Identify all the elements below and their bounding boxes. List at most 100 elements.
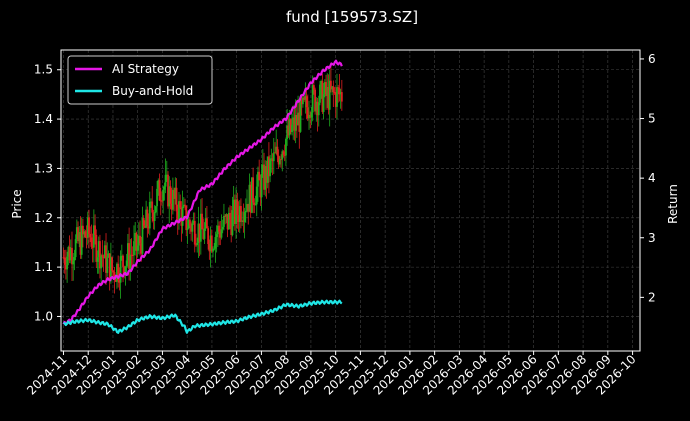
candle-body (131, 254, 134, 256)
candle-body (327, 86, 330, 110)
y-left-tick-label: 1.4 (34, 112, 53, 126)
candle-body (236, 199, 239, 216)
candle-body (187, 219, 190, 229)
candle-body (212, 248, 214, 252)
candle-body (207, 228, 210, 245)
candle-body (216, 225, 219, 235)
candle-body (178, 201, 180, 221)
candle-body (148, 201, 151, 229)
candle-body (297, 112, 299, 126)
candle-body (124, 266, 127, 276)
candle-body (96, 257, 99, 262)
candle-body (114, 279, 117, 282)
candle-body (100, 255, 103, 269)
candle-body (225, 214, 228, 217)
candle-body (213, 248, 216, 250)
candle-body (129, 254, 132, 270)
candle-body (89, 233, 92, 238)
candle-body (306, 107, 309, 119)
candle-body (285, 138, 287, 156)
candle-body (221, 226, 224, 230)
candle-body (91, 246, 94, 248)
candle-body (235, 199, 237, 225)
candle-body (116, 263, 118, 282)
candle-body (258, 171, 261, 181)
candle-body (86, 217, 89, 238)
candle-body (319, 84, 321, 103)
candle-body (248, 184, 251, 212)
left-y-axis: 1.0 1.1 1.2 1.3 1.4 1.5 (34, 63, 61, 323)
candle-body (188, 219, 191, 226)
legend-box (67, 55, 213, 105)
candle-body (157, 180, 160, 189)
y-right-tick-label: 6 (648, 52, 656, 66)
candle-body (77, 227, 79, 242)
candle-body (202, 229, 205, 239)
candle-body (326, 86, 329, 96)
candle-body (298, 112, 301, 132)
candle-body (260, 173, 263, 198)
candle-body (269, 158, 272, 177)
candle-body (201, 213, 203, 230)
candle-body (75, 227, 78, 240)
candle-body (101, 255, 104, 257)
candle-body (227, 212, 230, 230)
candle-body (92, 225, 95, 248)
candle-body (292, 117, 295, 125)
candle-body (254, 204, 257, 206)
candle-body (71, 247, 73, 265)
candle-body (287, 125, 290, 136)
candle-body (322, 94, 325, 112)
candle-body (336, 87, 338, 107)
candle-body (223, 215, 225, 227)
candle-body (253, 202, 256, 205)
candle-body (226, 214, 229, 230)
candle-body (261, 164, 264, 174)
candle-body (215, 234, 218, 238)
candle-body (135, 232, 138, 251)
candle-body (99, 241, 101, 269)
candle-body (199, 213, 202, 242)
candle-body (286, 125, 289, 139)
candle-body (197, 223, 200, 243)
candle-body (169, 186, 172, 204)
candle-body (62, 257, 65, 259)
y-axis-label-right: Return (666, 184, 680, 224)
candle-body (231, 210, 234, 235)
candle-body (184, 204, 186, 206)
candle-body (255, 186, 258, 205)
candle-body (74, 239, 77, 258)
candle-body (94, 225, 96, 235)
candle-body (308, 115, 310, 119)
candle-body (332, 86, 335, 93)
candle-body (156, 188, 158, 207)
y-left-tick-label: 1.1 (34, 260, 53, 274)
candle-body (276, 146, 279, 156)
candle-body (175, 187, 178, 212)
candle-body (224, 215, 227, 217)
candle-body (264, 166, 267, 190)
candle-body (316, 101, 319, 116)
candle-body (309, 115, 312, 118)
candle-body (173, 189, 175, 199)
candle-body (88, 217, 90, 234)
candle-body (193, 220, 196, 245)
candle-body (128, 243, 131, 270)
candle-body (73, 257, 76, 261)
x-axis: 2024-112024-122025-012025-022025-032025-… (24, 351, 639, 398)
candle-body (295, 114, 298, 126)
candle-body (252, 177, 255, 203)
candle-body (325, 82, 327, 96)
candle-body (266, 156, 269, 183)
candle-body (191, 223, 194, 232)
chart-title: fund [159573.SZ] (286, 8, 418, 26)
y-right-tick-label: 4 (648, 171, 656, 185)
candle-body (230, 219, 233, 235)
candle-body (159, 200, 162, 202)
candle-body (180, 207, 183, 226)
candle-body (333, 92, 336, 94)
candle-body (198, 223, 201, 242)
candle-body (134, 232, 137, 242)
